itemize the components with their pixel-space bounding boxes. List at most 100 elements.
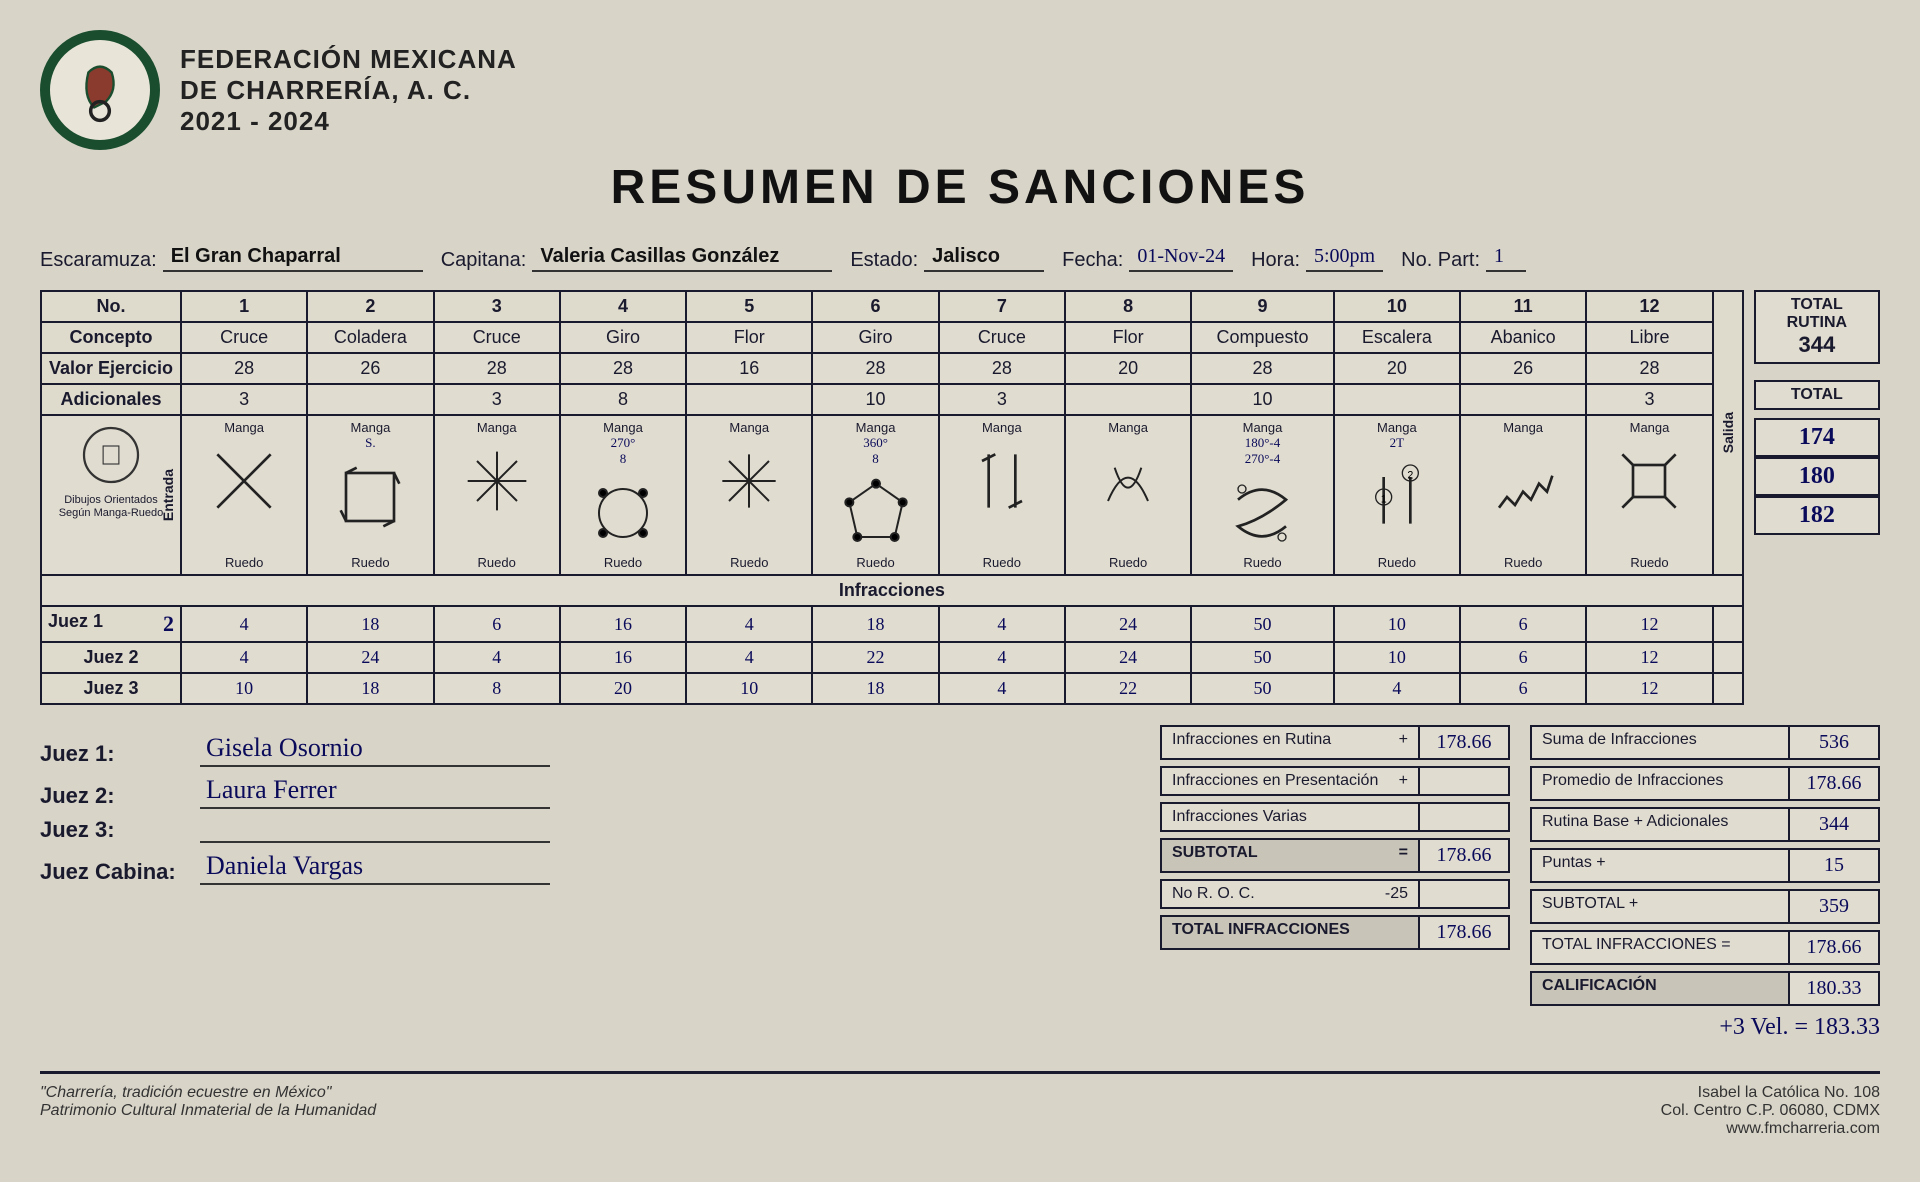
sum-right-label-1: Promedio de Infracciones — [1530, 766, 1790, 801]
col-6-no: 6 — [812, 291, 938, 322]
sum-left-label-2: Infracciones Varias — [1160, 802, 1420, 832]
row-concepto: Concepto Cruce Coladera Cruce Giro Flor … — [41, 322, 1743, 353]
v4: 28 — [560, 353, 686, 384]
sum-left-label-4: No R. O. C.-25 — [1160, 879, 1420, 909]
col-1-no: 1 — [181, 291, 307, 322]
j1-c2: 18 — [307, 606, 433, 642]
diag-2: MangaS.Ruedo — [307, 415, 433, 575]
v11: 26 — [1460, 353, 1586, 384]
sum-right-val-3: 15 — [1790, 848, 1880, 883]
federation-logo — [40, 30, 160, 150]
a4: 8 — [560, 384, 686, 415]
j3-c3: 8 — [434, 673, 560, 704]
sum-left-val-1 — [1420, 766, 1510, 796]
col-4-no: 4 — [560, 291, 686, 322]
j2-c3: 4 — [434, 642, 560, 673]
j1-c3: 6 — [434, 606, 560, 642]
capitana-value: Valeria Casillas González — [532, 245, 832, 272]
j3-c11: 6 — [1460, 673, 1586, 704]
a11 — [1460, 384, 1586, 415]
row-no: No. 1 2 3 4 5 6 7 8 9 10 11 12 Salida — [41, 291, 1743, 322]
sum-right-val-0: 536 — [1790, 725, 1880, 760]
org-line3: 2021 - 2024 — [180, 106, 517, 137]
sum-right-label-5: TOTAL INFRACCIONES = — [1530, 930, 1790, 965]
c1: Cruce — [181, 322, 307, 353]
footer-quote: "Charrería, tradición ecuestre en México… — [40, 1084, 376, 1102]
j2-name: Laura Ferrer — [200, 775, 550, 809]
a6: 10 — [812, 384, 938, 415]
summary-block: Infracciones en Rutina+178.66Infraccione… — [1160, 725, 1880, 1006]
sum-left-val-4 — [1420, 879, 1510, 909]
header: FEDERACIÓN MEXICANA DE CHARRERÍA, A. C. … — [40, 30, 1880, 150]
total-rutina-value: 344 — [1764, 332, 1870, 358]
j1-c6: 18 — [812, 606, 938, 642]
j3-label: Juez 3: — [40, 817, 190, 843]
j2-c5: 4 — [686, 642, 812, 673]
col-12-no: 12 — [1586, 291, 1712, 322]
sum-right-row-4: SUBTOTAL +359 — [1530, 889, 1880, 924]
salida-label: Salida — [1720, 412, 1736, 453]
estado-value: Jalisco — [924, 245, 1044, 272]
j2-c8: 24 — [1065, 642, 1191, 673]
sum-right-row-6: CALIFICACIÓN180.33 — [1530, 971, 1880, 1006]
sum-left-row-2: Infracciones Varias — [1160, 802, 1510, 832]
col-8-no: 8 — [1065, 291, 1191, 322]
diag-4: Manga270° 8Ruedo — [560, 415, 686, 575]
a12: 3 — [1586, 384, 1712, 415]
j1-c8: 24 — [1065, 606, 1191, 642]
org-line2: DE CHARRERÍA, A. C. — [180, 75, 517, 106]
main-table: No. 1 2 3 4 5 6 7 8 9 10 11 12 Salida Co… — [40, 290, 1744, 705]
diag-11: MangaRuedo — [1460, 415, 1586, 575]
a3: 3 — [434, 384, 560, 415]
j3-c1: 10 — [181, 673, 307, 704]
svg-text:2: 2 — [1407, 469, 1413, 481]
footer-addr3: www.fmcharreria.com — [1661, 1120, 1880, 1138]
escaramuza-value: El Gran Chaparral — [163, 245, 423, 272]
c2: Coladera — [307, 322, 433, 353]
hora-value: 5:00pm — [1306, 245, 1383, 272]
sum-right-val-5: 178.66 — [1790, 930, 1880, 965]
v1: 28 — [181, 353, 307, 384]
row-valor: Valor Ejercicio 28 26 28 28 16 28 28 20 … — [41, 353, 1743, 384]
diag-7: MangaRuedo — [939, 415, 1065, 575]
j3-c2: 18 — [307, 673, 433, 704]
judge-label-1: Juez 12 — [41, 606, 181, 642]
c6: Giro — [812, 322, 938, 353]
diag-5: MangaRuedo — [686, 415, 812, 575]
j3-c6: 18 — [812, 673, 938, 704]
j1-c1: 4 — [181, 606, 307, 642]
extra-note: +3 Vel. = 183.33 — [40, 1014, 1880, 1041]
org-line1: FEDERACIÓN MEXICANA — [180, 44, 517, 75]
col-2-no: 2 — [307, 291, 433, 322]
diag-10: Manga2T21Ruedo — [1334, 415, 1460, 575]
sum-right-label-2: Rutina Base + Adicionales — [1530, 807, 1790, 842]
j3-c8: 22 — [1065, 673, 1191, 704]
sum-left-label-3: SUBTOTAL= — [1160, 838, 1420, 873]
j1-label: Juez 1: — [40, 741, 190, 767]
a9: 10 — [1191, 384, 1333, 415]
j1-c12: 12 — [1586, 606, 1712, 642]
sum-right-row-3: Puntas +15 — [1530, 848, 1880, 883]
info-row: Escaramuza:El Gran Chaparral Capitana:Va… — [40, 245, 1880, 272]
a1: 3 — [181, 384, 307, 415]
hdr-concepto: Concepto — [41, 322, 181, 353]
jc-label: Juez Cabina: — [40, 859, 190, 885]
c10: Escalera — [1334, 322, 1460, 353]
total-rutina-label: TOTAL RUTINA — [1764, 296, 1870, 332]
c5: Flor — [686, 322, 812, 353]
nopart-value: 1 — [1486, 245, 1526, 272]
sum-left-val-0: 178.66 — [1420, 725, 1510, 760]
ruedo-legend: Dibujos Orientados Según Manga-Ruedo — [48, 420, 174, 521]
sum-left-label-0: Infracciones en Rutina+ — [1160, 725, 1420, 760]
sum-right-val-4: 359 — [1790, 889, 1880, 924]
judges-block: Juez 1:Gisela Osornio Juez 2:Laura Ferre… — [40, 725, 1120, 1006]
c4: Giro — [560, 322, 686, 353]
v2: 26 — [307, 353, 433, 384]
sum-left-row-5: TOTAL INFRACCIONES178.66 — [1160, 915, 1510, 950]
judge-total-3: 182 — [1754, 496, 1880, 535]
sum-right-label-4: SUBTOTAL + — [1530, 889, 1790, 924]
footer-addr2: Col. Centro C.P. 06080, CDMX — [1661, 1102, 1880, 1120]
j2-c10: 10 — [1334, 642, 1460, 673]
j2-label: Juez 2: — [40, 783, 190, 809]
a10 — [1334, 384, 1460, 415]
